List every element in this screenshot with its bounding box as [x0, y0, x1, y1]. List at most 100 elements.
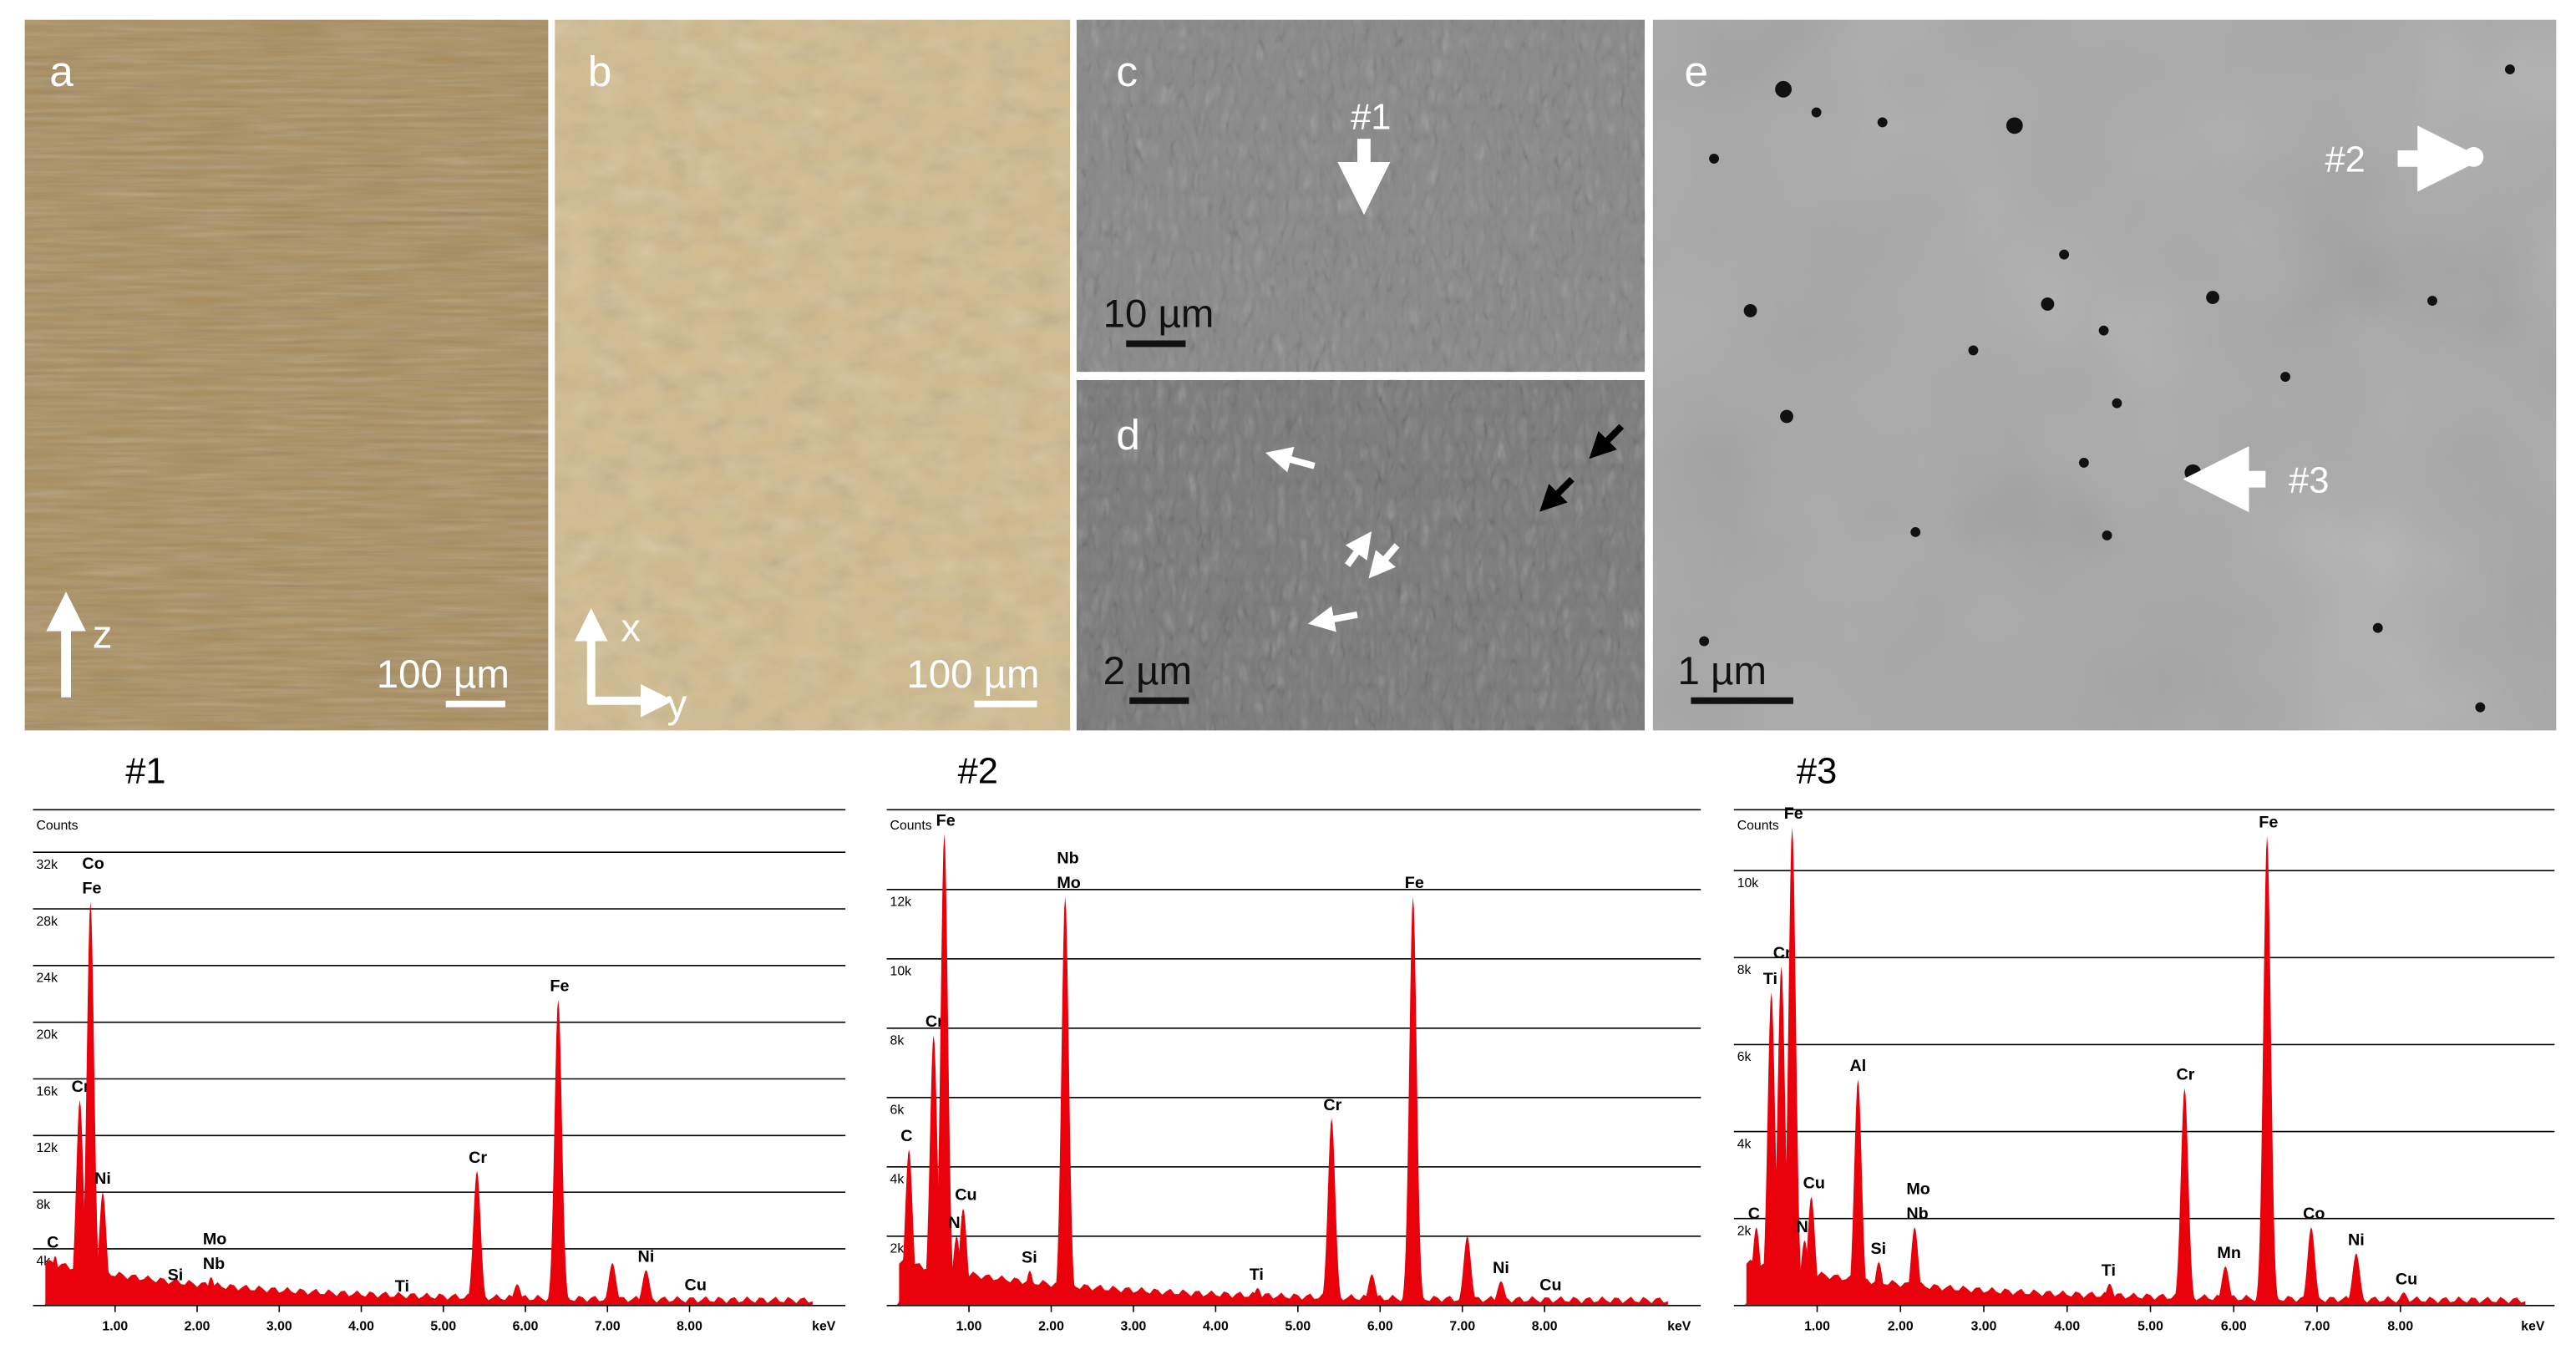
x-axis-title: keV [2521, 1319, 2545, 1333]
peak-label: Ti [395, 1277, 409, 1296]
peak-label: Fe [82, 880, 101, 898]
arrow [1265, 446, 1316, 473]
peak-label: Cr [1773, 944, 1792, 962]
peak [1356, 1274, 1387, 1306]
peak [1899, 1227, 1930, 1306]
peak [462, 1170, 492, 1306]
scale-bar-label: 1 µm [1678, 649, 1767, 693]
peak [2210, 1266, 2241, 1306]
peak-label: Cr [925, 1012, 944, 1031]
peak-label: Ti [2102, 1261, 2116, 1280]
peak-label: Ni [94, 1170, 111, 1188]
peak [502, 1284, 532, 1306]
continuum [899, 1259, 1668, 1306]
peak [1756, 992, 1787, 1306]
peak [40, 1256, 70, 1306]
y-axis-title: Counts [1737, 819, 1779, 833]
peak-label: Cu [1539, 1276, 1561, 1295]
peak [1777, 827, 1808, 1306]
peak-label: Cu [2396, 1270, 2417, 1288]
arrow [1589, 424, 1625, 459]
peak-label: C [900, 1127, 912, 1145]
y-tick-label: 12k [36, 1141, 58, 1155]
peak-label: Cr [72, 1078, 90, 1096]
peak [2169, 1088, 2200, 1306]
peak-label: Co [2303, 1205, 2325, 1223]
continuum [45, 1259, 813, 1306]
x-tick-label: 4.00 [1203, 1319, 1229, 1333]
peak [2388, 1292, 2419, 1306]
panel-c: c #1 10 µm [1076, 19, 1645, 373]
x-tick-label: 3.00 [266, 1319, 292, 1333]
spectrum-chart: #1Counts4k8k12k16k20k24k28k32kCCrCoFeNiS… [33, 752, 846, 1333]
peak-label: Cr [1323, 1096, 1341, 1114]
y-tick-label: 16k [36, 1084, 58, 1099]
y-tick-label: 8k [36, 1198, 50, 1212]
x-tick-label: 5.00 [2137, 1319, 2163, 1333]
x-tick-label: 3.00 [1121, 1319, 1147, 1333]
peak-label: Cr [469, 1149, 487, 1167]
x-tick-label: 8.00 [677, 1319, 702, 1333]
y-tick-label: 6k [890, 1104, 905, 1118]
peak-label: C [1748, 1205, 1760, 1223]
x-tick-label: 2.00 [185, 1319, 210, 1333]
peak [1486, 1281, 1516, 1306]
x-tick-label: 6.00 [513, 1319, 539, 1333]
peak [948, 1208, 978, 1306]
y-tick-label: 4k [1737, 1137, 1752, 1151]
peak-label: Mo [1906, 1180, 1930, 1199]
x-tick-label: 6.00 [1367, 1319, 1393, 1333]
peak-label: Nb [203, 1255, 225, 1273]
x-tick-label: 1.00 [102, 1319, 128, 1333]
x-tick-label: 8.00 [1532, 1319, 1558, 1333]
y-tick-label: 32k [36, 858, 58, 872]
y-tick-label: 8k [890, 1034, 905, 1048]
x-tick-label: 3.00 [1971, 1319, 1997, 1333]
x-tick-label: 7.00 [1449, 1319, 1475, 1333]
x-axis-title: keV [1667, 1319, 1691, 1333]
peak [2340, 1253, 2371, 1306]
y-axis-title: Counts [36, 819, 78, 833]
peak-label: Cu [1803, 1175, 1825, 1193]
y-tick-label: 2k [890, 1242, 905, 1256]
peak [1452, 1236, 1483, 1306]
peak [894, 1149, 924, 1306]
peak-label: Cu [685, 1276, 707, 1294]
panel-a: a z 100 µm [24, 19, 549, 731]
peak-label: Cu [955, 1186, 976, 1205]
axis-label: x [621, 606, 641, 651]
peak-label: Fe [550, 977, 569, 996]
peak [1766, 966, 1797, 1306]
arrow [1539, 476, 1575, 512]
x-tick-label: 7.00 [2305, 1319, 2330, 1333]
peak [631, 1270, 662, 1306]
y-tick-label: 10k [1737, 876, 1759, 891]
panel-label: d [1116, 410, 1140, 459]
peak [1242, 1288, 1273, 1306]
x-tick-label: 5.00 [430, 1319, 456, 1333]
peak [918, 1035, 949, 1306]
y-tick-label: 2k [1737, 1224, 1752, 1238]
peak [1316, 1118, 1346, 1306]
peak [160, 1288, 191, 1306]
panel-e: e #2 #3 1 µm [1652, 19, 2557, 731]
peak-label: Cr [2177, 1066, 2195, 1084]
x-tick-label: 4.00 [348, 1319, 374, 1333]
texture [1652, 19, 2557, 731]
panel-label: b [588, 47, 612, 95]
axis-label: z [93, 612, 113, 657]
marker-label: #2 [2325, 140, 2366, 180]
peak [196, 1276, 226, 1306]
chart-title: #3 [1797, 752, 1837, 792]
particle [2463, 147, 2484, 167]
spectra: #1 Counts 4k 8k 12k 16k 20k 24k 28k 32k C Cr Co Fe Ni S… [33, 752, 2555, 1333]
peak [1843, 1079, 1874, 1306]
y-tick-label: 4k [890, 1173, 905, 1187]
x-tick-label: 2.00 [1888, 1319, 1914, 1333]
continuum [1746, 1259, 2526, 1306]
peak [941, 1236, 972, 1306]
y-tick-label: 8k [1737, 963, 1752, 977]
peak [677, 1298, 708, 1306]
peak-label: Si [1870, 1240, 1886, 1258]
peak [1864, 1261, 1894, 1306]
